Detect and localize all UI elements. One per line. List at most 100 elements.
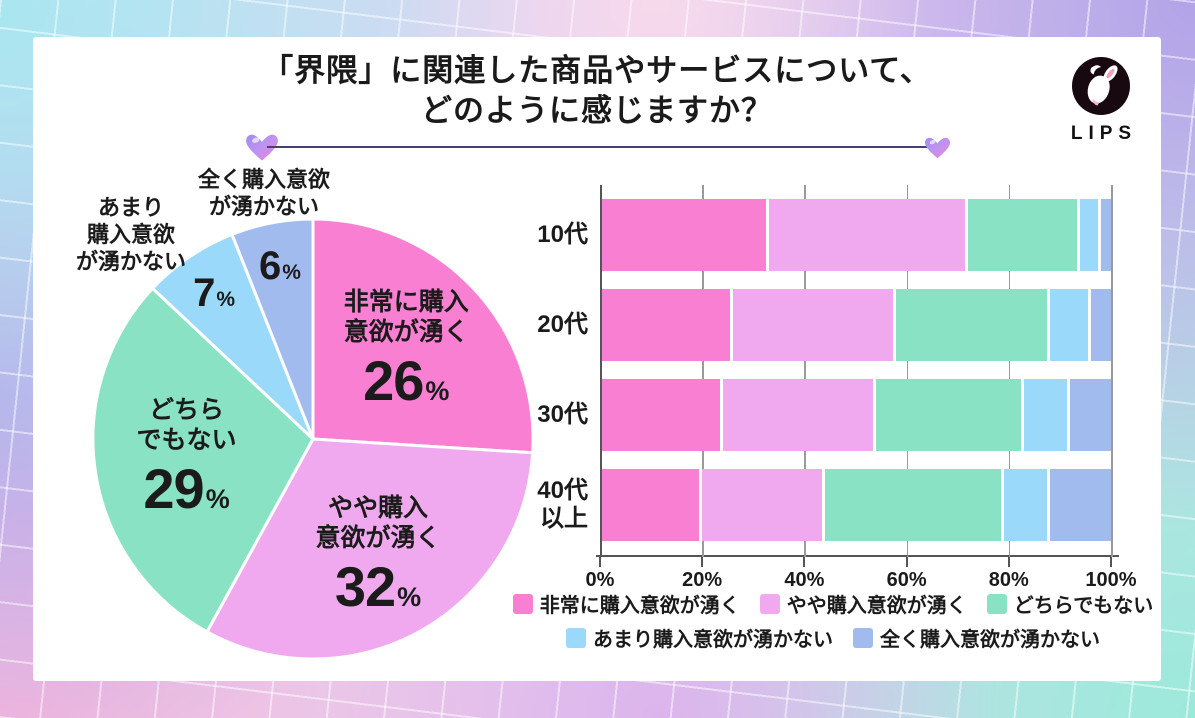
axis-tick: [1007, 557, 1010, 567]
gridline: [906, 185, 909, 557]
pie-slice: [230, 217, 315, 441]
bar-row: [600, 199, 1111, 271]
bar-segment: [1049, 469, 1111, 541]
x-axis-line: [596, 555, 1119, 557]
page-title: 「界隈」に関連した商品やサービスについて、 どのように感じますか？: [33, 51, 1161, 132]
legend-label: どちらでもない: [1013, 595, 1154, 617]
pie-value-label: 6%: [259, 242, 301, 290]
legend-swatch-icon: [853, 627, 873, 648]
y-axis-line: [600, 185, 602, 557]
bar-segment: [875, 379, 1025, 451]
bar-segment: [824, 469, 1004, 541]
bar-segment: [896, 289, 1050, 361]
bar-category-label-line: 40代: [537, 477, 588, 505]
bar-segment: [1090, 289, 1111, 361]
bar-segment: [722, 379, 876, 451]
pie-percent: 26%: [363, 349, 450, 413]
bar-segment: [1080, 199, 1101, 271]
heart-divider: [245, 131, 951, 167]
pie-percent: 6%: [259, 244, 301, 289]
bar-segment: [967, 199, 1081, 271]
pie-chart: あまり 購入意欲 が湧かない 全く購入意欲 が湧かない 非常に購入 意欲が湧く 26% やや…: [63, 165, 573, 685]
bar-category-label-line: 以上: [540, 505, 588, 532]
legend-label: やや購入意欲が湧く: [786, 595, 967, 617]
pie-slice-name: でもない: [136, 425, 237, 454]
x-tick-label: 20%: [682, 569, 723, 591]
pie-slice-name: やや購入: [328, 494, 429, 523]
x-tick-label: 100%: [1085, 569, 1137, 591]
pie-slice: [205, 437, 535, 661]
x-tick-label: 0%: [585, 569, 615, 591]
lips-logo: LIPS: [1063, 57, 1139, 145]
axis-tick: [803, 557, 806, 567]
legend-row: あまり購入意欲が湧かない 全く購入意欲が湧かない: [566, 623, 1100, 652]
legend-swatch-icon: [759, 593, 780, 614]
pie-percent: 29%: [143, 456, 230, 520]
pie-value-label: やや購入 意欲が湧く 32%: [316, 494, 441, 620]
pie-outside-label-line: 全く購入意欲: [197, 167, 330, 192]
bar-segment: [600, 469, 703, 541]
legend-item: 全く購入意欲が湧かない: [853, 623, 1100, 652]
legend-item: やや購入意欲が湧く: [759, 589, 967, 618]
pie-outside-label-line: あまり: [97, 195, 164, 220]
pie-value-label: 7%: [193, 269, 235, 317]
heart-icon: [246, 134, 278, 161]
heart-icon: [925, 137, 950, 159]
bar-category-label: 30代: [530, 379, 600, 451]
bar-segment: [1049, 289, 1091, 361]
bar-segment: [600, 199, 769, 271]
bar-category-label: 20代: [530, 289, 600, 361]
bar-segment: [1100, 199, 1111, 271]
legend-item: あまり購入意欲が湧かない: [566, 623, 833, 652]
bar-segment: [768, 199, 968, 271]
pie-outside-label-amari: あまり 購入意欲 が湧かない: [67, 195, 195, 275]
title-line-2: どのように感じますか？: [421, 93, 773, 129]
bar-category-label: 40代 以上: [530, 469, 600, 541]
axis-tick: [701, 557, 704, 567]
survey-card: 「界隈」に関連した商品やサービスについて、 どのように感じますか？: [33, 37, 1161, 681]
legend-label: あまり購入意欲が湧かない: [593, 629, 833, 651]
legend-swatch-icon: [566, 627, 586, 648]
bar-segment: [600, 379, 723, 451]
bar-segment: [600, 289, 733, 361]
x-tick-label: 60%: [886, 569, 927, 591]
legend-swatch-icon: [986, 593, 1007, 614]
legend-label: 非常に購入意欲が湧く: [539, 595, 740, 617]
pie-slice-name: 非常に購入: [343, 288, 469, 317]
bar-segment: [702, 469, 825, 541]
legend-item: 非常に購入意欲が湧く: [512, 589, 740, 618]
axis-tick: [905, 557, 908, 567]
bar-category-label-line: 30代: [537, 401, 588, 429]
pie-slice-name: どちら: [149, 395, 225, 424]
pie-slice-name: 意欲が湧く: [315, 523, 441, 552]
x-tick-label: 80%: [988, 569, 1029, 591]
x-tick-label: 40%: [784, 569, 825, 591]
pie-slice: [311, 217, 535, 455]
legend-item: どちらでもない: [986, 589, 1154, 618]
axis-tick: [1110, 557, 1112, 567]
pie-outside-label-mattaku: 全く購入意欲 が湧かない: [188, 167, 340, 221]
logo-text: LIPS: [1070, 123, 1138, 144]
gridline: [702, 185, 704, 557]
pie-slice-name: 意欲が湧く: [343, 317, 469, 346]
bar-category-label: 10代: [530, 199, 600, 271]
bar-row: [600, 289, 1111, 361]
title-line-1: 「界隈」に関連した商品やサービスについて、: [262, 53, 932, 88]
pie-value-label: 非常に購入 意欲が湧く 26%: [344, 288, 469, 414]
pie-outside-label-line: 購入意欲: [86, 221, 175, 247]
bar-category-labels: 10代 20代 30代 40代 以上: [530, 185, 600, 557]
gridline: [1111, 185, 1113, 557]
bar-row: [600, 469, 1111, 541]
bar-category-label-line: 10代: [537, 221, 588, 249]
legend-label: 全く購入意欲が湧かない: [880, 629, 1100, 651]
gridline: [804, 185, 806, 557]
pie-outside-label-line: が湧かない: [208, 193, 319, 219]
legend-row: 非常に購入意欲が湧く やや購入意欲が湧く どちらでもない: [512, 589, 1154, 618]
divider-line: [267, 146, 931, 148]
pie-value-label: どちら でもない 29%: [137, 396, 237, 522]
pie-percent: 32%: [334, 555, 422, 619]
chart-legend: 非常に購入意欲が湧く やや購入意欲が湧く どちらでもないあまり購入意欲が湧かない 全く…: [501, 589, 1165, 652]
legend-swatch-icon: [512, 593, 533, 614]
bar-segment: [1003, 469, 1050, 541]
bar-segment: [1070, 379, 1111, 451]
